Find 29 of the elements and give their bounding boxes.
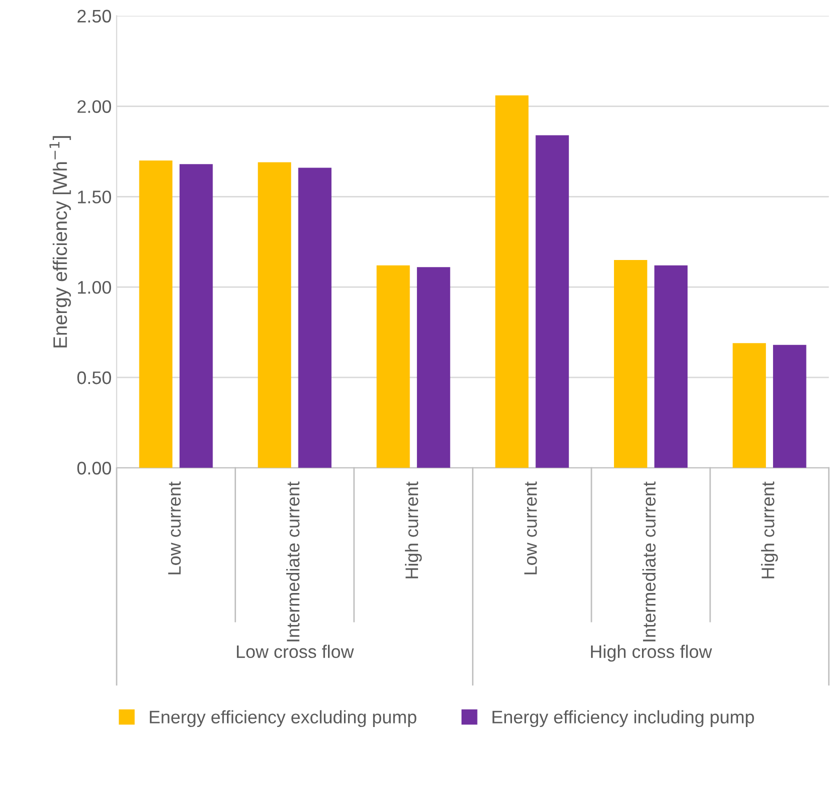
- x-tick-label: Intermediate current: [286, 482, 300, 642]
- bar: [773, 344, 806, 468]
- y-tick-label: 2.50: [78, 10, 112, 23]
- text: High cross flow: [591, 644, 712, 662]
- bar: [139, 160, 172, 468]
- y-tick-label: 2.00: [78, 100, 112, 113]
- bar: [298, 168, 332, 468]
- legend-label: Energy efficiency including pump: [492, 710, 754, 728]
- bar: [180, 164, 213, 468]
- x-tick-label: Intermediate current: [642, 482, 656, 642]
- bar: [614, 260, 648, 468]
- legend-label: Energy efficiency excluding pump: [150, 710, 416, 728]
- x-tick-label: High current: [761, 482, 778, 578]
- bar: [258, 162, 292, 468]
- y-tick-label: 0.50: [77, 371, 112, 384]
- bar: [536, 135, 569, 468]
- bar: [416, 267, 450, 468]
- y-tick-label: 1.50: [78, 190, 112, 204]
- x-tick-label: Low current: [168, 482, 181, 574]
- y-tick-label: 1.00: [78, 281, 112, 294]
- y-axis-title: Energy efficiency [Wh$^{−1}$]: [49, 136, 71, 348]
- x-tick-label: Low current: [524, 482, 537, 574]
- bar: [654, 265, 688, 468]
- bar: [376, 265, 410, 468]
- bar: [732, 343, 766, 468]
- y-tick-label: 0.00: [77, 462, 112, 475]
- text: Low cross flow: [236, 644, 354, 658]
- bar: [495, 95, 529, 468]
- x-tick-label: High current: [404, 482, 422, 578]
